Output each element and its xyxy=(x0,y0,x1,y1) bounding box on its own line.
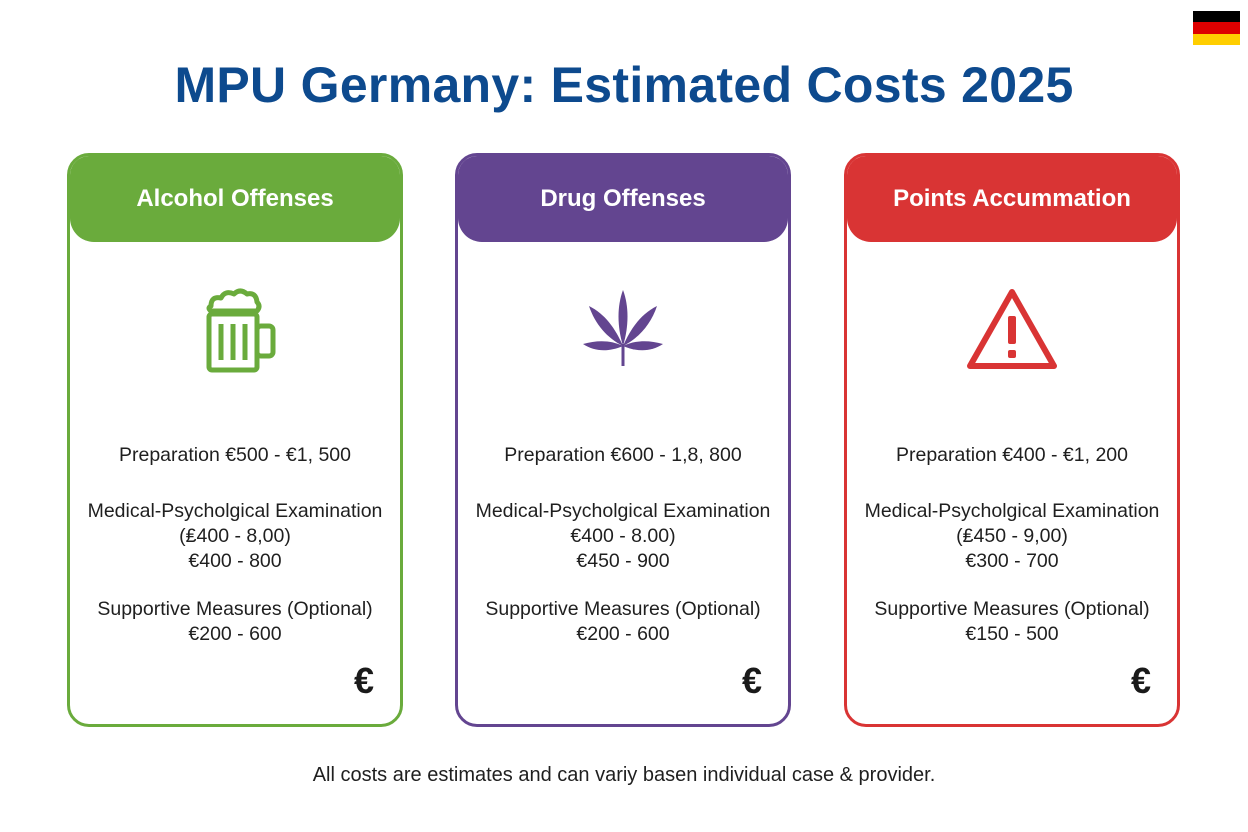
warning-triangle-icon xyxy=(847,284,1177,376)
german-flag-icon xyxy=(1193,11,1240,45)
euro-icon: € xyxy=(353,660,374,701)
card-heading: Drug Offenses xyxy=(458,156,788,242)
beer-mug-icon xyxy=(70,284,400,376)
flag-stripe-red xyxy=(1193,22,1240,34)
exam-label: Medical-Psycholgical Examination xyxy=(864,500,1160,522)
page-title: MPU Germany: Estimated Costs 2025 xyxy=(174,57,1074,113)
exam-range: (₤400 - 8,00) xyxy=(179,525,291,547)
cannabis-leaf-icon xyxy=(458,284,788,376)
support-label: Supportive Measures (Optional) xyxy=(874,598,1150,620)
support-cost: €200 - 600 xyxy=(576,623,670,645)
support-cost: €200 - 600 xyxy=(188,623,282,645)
exam-range: (₤450 - 9,00) xyxy=(956,525,1068,547)
footnote: All costs are estimates and can variy ba… xyxy=(312,764,936,786)
euro-icon: € xyxy=(1130,660,1151,701)
preparation-cost: Preparation €600 - 1,8, 800 xyxy=(504,444,742,466)
card-drug-offenses: Drug Offenses Preparation €600 - 1,8, 80… xyxy=(455,153,791,727)
exam-label: Medical-Psycholgical Examination xyxy=(475,500,771,522)
exam-cost: €300 - 700 xyxy=(965,550,1059,572)
exam-cost: €450 - 900 xyxy=(576,550,670,572)
card-heading: Alcohol Offenses xyxy=(70,156,400,242)
support-cost: €150 - 500 xyxy=(965,623,1059,645)
support-label: Supportive Measures (Optional) xyxy=(97,598,373,620)
support-label: Supportive Measures (Optional) xyxy=(485,598,761,620)
exam-label: Medical-Psycholgical Examination xyxy=(87,500,383,522)
card-points-accumulation: Points Accummation Preparation €400 - €1… xyxy=(844,153,1180,727)
card-heading-text: Alcohol Offenses xyxy=(136,185,334,212)
card-heading: Points Accummation xyxy=(847,156,1177,242)
flag-stripe-black xyxy=(1193,11,1240,23)
card-heading-text: Points Accummation xyxy=(893,185,1131,212)
exam-range: €400 - 8.00) xyxy=(570,525,676,547)
euro-icon: € xyxy=(741,660,762,701)
card-alcohol-offenses: Alcohol Offenses Preparation €500 - €1, … xyxy=(67,153,403,727)
preparation-cost: Preparation €400 - €1, 200 xyxy=(895,444,1128,466)
preparation-cost: Preparation €500 - €1, 500 xyxy=(118,444,351,466)
exam-cost: €400 - 800 xyxy=(188,550,282,572)
card-heading-text: Drug Offenses xyxy=(540,185,706,212)
flag-stripe-gold xyxy=(1193,33,1240,45)
